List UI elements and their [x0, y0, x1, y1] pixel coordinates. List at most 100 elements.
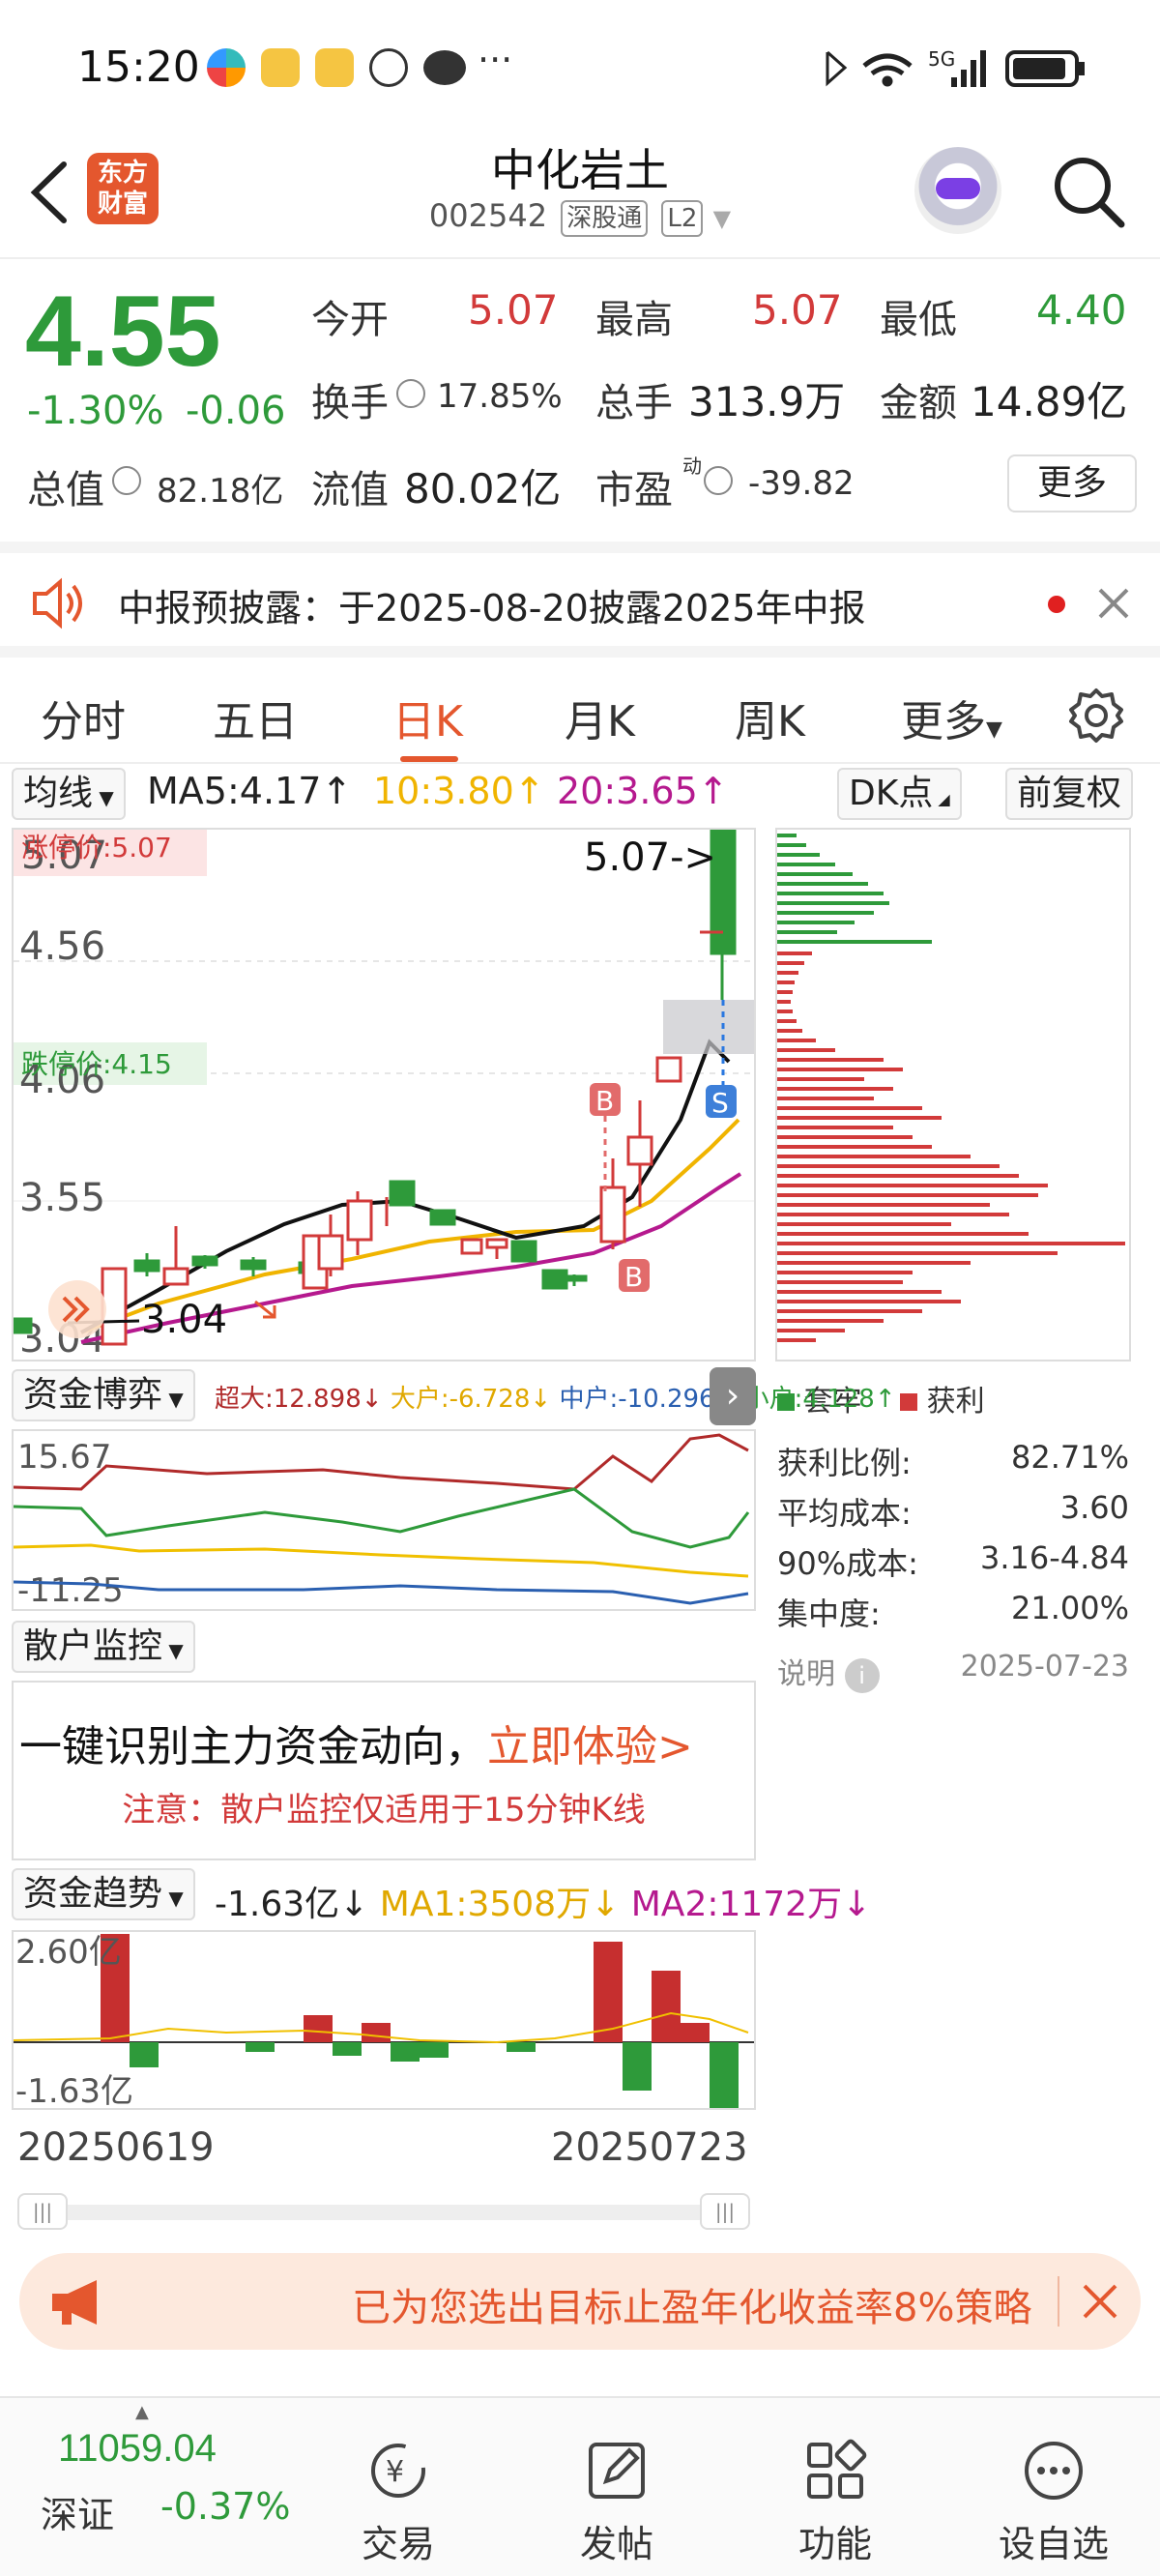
close-icon[interactable]: [1081, 2282, 1119, 2321]
fund-trend-label: 资金趋势: [23, 1874, 163, 1914]
yen-cycle-icon: ¥: [371, 2444, 425, 2498]
wifi-icon: [862, 53, 913, 87]
limit-highlight: [663, 1000, 754, 1054]
volume-value: 313.9万: [688, 378, 846, 425]
buy-marker-label: B: [595, 1085, 614, 1117]
chevron-left-icon[interactable]: [25, 159, 73, 226]
quote-panel: 4.55 -1.30% -0.06 今开 5.07 最高 5.07 最低 4.4…: [0, 261, 1160, 542]
retail-monitor-panel[interactable]: 一键识别主力资金动向，立即体验> 注意：散户监控仅适用于15分钟K线: [12, 1681, 756, 1860]
high-value: 5.07: [752, 286, 843, 334]
caret-down-icon: ▼: [93, 786, 114, 809]
chip-explain[interactable]: 说明 i 2025-07-23: [777, 1650, 1129, 1693]
tab-more-label: 更多: [901, 697, 986, 746]
chip-legend: 套牢 获利: [777, 1377, 985, 1420]
wechat-icon: [423, 50, 466, 85]
fund-trend-chart[interactable]: 2.60亿 -1.63亿: [12, 1930, 756, 2110]
info-icon: i: [844, 1657, 880, 1693]
fund-game-dropdown[interactable]: 资金博弈 ▼: [12, 1369, 195, 1421]
tag-shenguotong: 深股通: [561, 200, 649, 237]
retail-cta-link[interactable]: 立即体验>: [487, 1722, 693, 1771]
fund-y-bottom: -11.25: [17, 1571, 124, 1609]
signal-icon: [951, 50, 986, 87]
change-pct: -1.30%: [27, 389, 164, 433]
chip-row-value: 3.16-4.84: [979, 1539, 1129, 1576]
chip-row-90: 90%成本: 3.16-4.84: [777, 1539, 1129, 1584]
nav-watchlist-label: 设自选: [998, 2523, 1109, 2565]
nav-trade[interactable]: ¥ 交易: [331, 2437, 466, 2567]
chip-row-label: 90%成本:: [777, 1545, 918, 1582]
gear-icon[interactable]: [1067, 687, 1125, 745]
caret-up-icon: ▲: [135, 2402, 149, 2422]
robot-assistant-icon[interactable]: [914, 147, 1001, 234]
nav-function[interactable]: 功能: [768, 2437, 903, 2567]
dk-point-button[interactable]: DK点 ◢: [837, 768, 962, 820]
fund-big: 大户:-6.728: [390, 1385, 531, 1414]
unread-dot-icon: [1048, 596, 1065, 613]
ma5-line: [80, 1039, 731, 1334]
legend-profit-swatch: [900, 1393, 918, 1411]
notice-text: 中报预披露：于2025-08-20披露2025年中报: [118, 587, 866, 629]
fund-game-legend: 超大:12.898↓ 大户:-6.728↓ 中户:-10.296↑ 小户:4.1…: [215, 1385, 896, 1414]
brand-line1: 东方: [97, 159, 148, 188]
adjust-button[interactable]: 前复权: [1005, 768, 1134, 820]
status-time: 15:20: [77, 43, 200, 92]
tab-monthly-k[interactable]: 月K: [565, 697, 635, 746]
high-annotation: 5.07->: [584, 835, 716, 880]
nav-post[interactable]: 发帖: [549, 2437, 684, 2567]
kline-chart[interactable]: 5.07 涨停价:5.07 4.56 4.06 跌停价:4.15 3.55 3.…: [12, 828, 756, 1361]
promo-banner[interactable]: 已为您选出目标止盈年化收益率8%策略: [19, 2253, 1141, 2350]
tab-intraday[interactable]: 分时: [41, 697, 126, 746]
nav-watchlist[interactable]: 设自选: [986, 2437, 1121, 2567]
fund-mid: 中户:-10.296: [559, 1385, 715, 1414]
bluetooth-icon: [826, 50, 848, 87]
range-handle-right[interactable]: |||: [700, 2193, 750, 2230]
ma-dropdown[interactable]: 均线 ▼: [12, 768, 126, 820]
current-price: 4.55: [25, 276, 221, 388]
pe-value: -39.82: [748, 464, 855, 503]
tab-weekly-k[interactable]: 周K: [735, 697, 805, 746]
fund-trend-ma1: MA1:3508万: [379, 1885, 592, 1924]
chip-distribution[interactable]: [775, 828, 1131, 1361]
fund-trend-dropdown[interactable]: 资金趋势 ▼: [12, 1868, 195, 1920]
mktcap-value: 82.18亿: [157, 472, 284, 511]
chip-row-label: 集中度:: [777, 1595, 881, 1632]
ma20-line: [80, 1172, 742, 1344]
range-scrollbar[interactable]: ||| |||: [17, 2193, 750, 2230]
fund-trend-svg: 2.60亿 -1.63亿: [14, 1933, 754, 2108]
ma10-value: 10:3.80: [373, 770, 514, 812]
stock-code-line[interactable]: 002542 深股通 L2 ▼: [0, 197, 1160, 237]
info-icon[interactable]: [704, 466, 733, 495]
megaphone-icon: [52, 2280, 97, 2325]
notice-bar[interactable]: 中报预披露：于2025-08-20披露2025年中报: [0, 542, 1160, 646]
info-icon[interactable]: [112, 466, 141, 495]
arrow-down-right-icon: [254, 1300, 276, 1319]
y-label-355: 3.55: [19, 1176, 105, 1220]
range-handle-left[interactable]: |||: [17, 2193, 68, 2230]
low-value: 4.40: [1036, 286, 1127, 334]
nav-trade-label: 交易: [361, 2523, 435, 2565]
chip-row-profit: 获利比例: 82.71%: [777, 1439, 1129, 1483]
tag-l2: L2: [661, 200, 704, 237]
retail-monitor-dropdown[interactable]: 散户监控 ▼: [12, 1621, 195, 1673]
chip-date: 2025-07-23: [960, 1650, 1129, 1683]
more-button[interactable]: 更多: [1007, 454, 1137, 512]
buy-marker-icon: [590, 1083, 621, 1116]
search-icon[interactable]: [1050, 153, 1127, 230]
limit-down-label: 跌停价:4.15: [21, 1048, 172, 1080]
index-name[interactable]: 深证: [41, 2494, 115, 2536]
chip-row-label: 获利比例:: [777, 1445, 912, 1481]
tab-more[interactable]: 更多▼: [901, 687, 1002, 748]
brand-logo[interactable]: 东方 财富: [87, 153, 159, 224]
caret-down-icon: ▼: [986, 717, 1002, 742]
chevron-right-icon[interactable]: ›: [710, 1367, 756, 1425]
index-value[interactable]: 11059.04: [58, 2427, 217, 2470]
nav-function-label: 功能: [798, 2523, 872, 2565]
volume-label: 总手: [595, 381, 673, 425]
tab-daily-k[interactable]: 日K: [392, 697, 463, 746]
ma-dropdown-label: 均线: [23, 774, 94, 813]
tab-five-day[interactable]: 五日: [213, 697, 298, 746]
fund-game-chart[interactable]: 15.67 -11.25: [12, 1429, 756, 1611]
info-icon[interactable]: [396, 379, 425, 408]
close-icon[interactable]: [1096, 586, 1131, 621]
ma5-value: MA5:4.17: [147, 770, 322, 812]
